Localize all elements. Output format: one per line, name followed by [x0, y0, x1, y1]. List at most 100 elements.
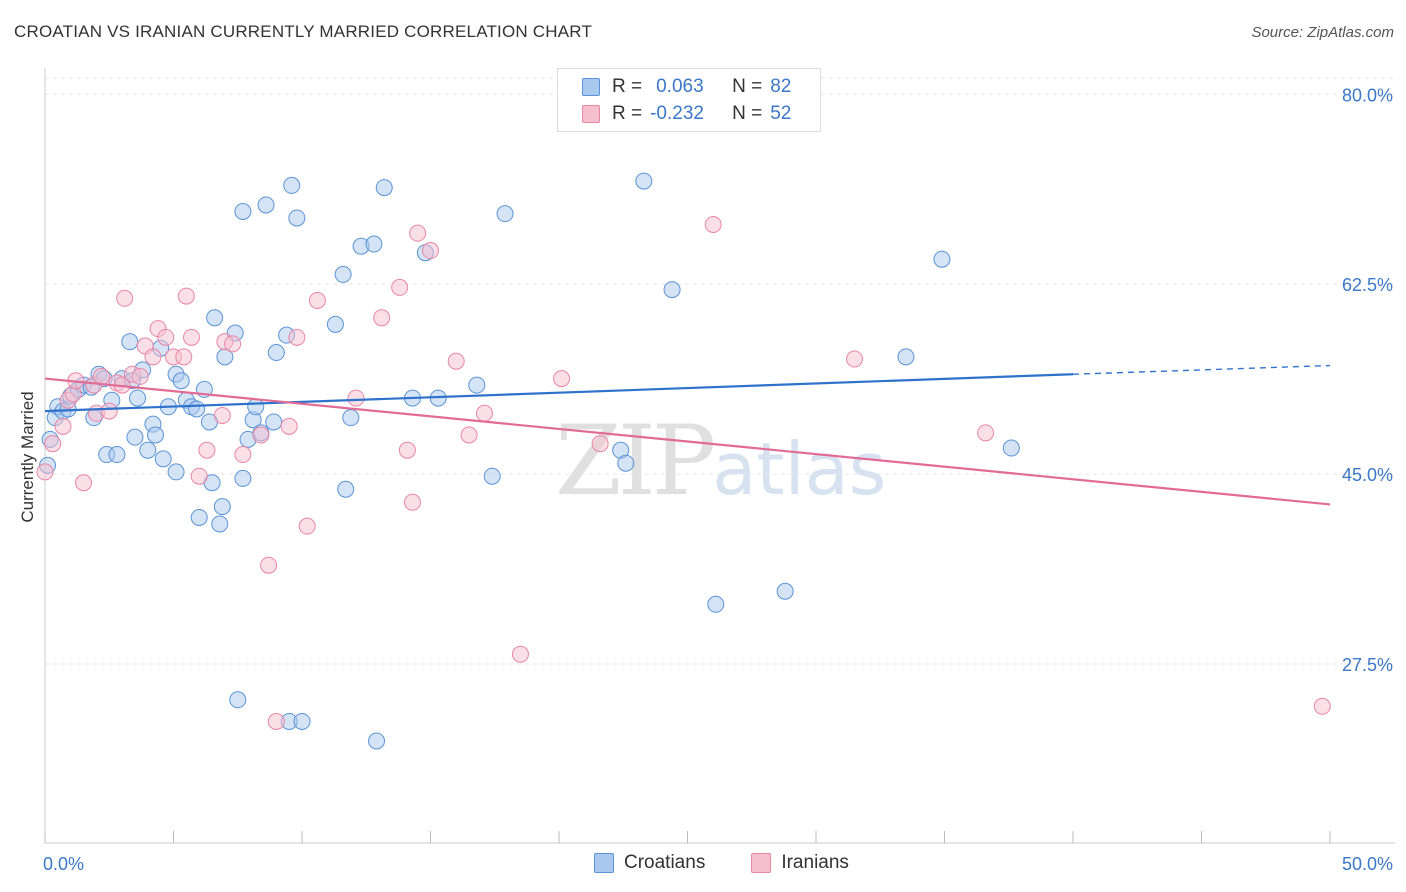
iranian-point — [75, 474, 93, 492]
tick-labels: 80.0% 62.5% 45.0% 27.5% 0.0% 50.0% — [43, 85, 1393, 874]
croatian-point — [288, 209, 306, 227]
iranians-r-value: -0.232 — [650, 103, 704, 124]
croatian-point — [1002, 439, 1020, 457]
axes — [44, 68, 1395, 844]
iranian-point — [422, 242, 439, 260]
iranians-legend-label: Iranians — [781, 852, 849, 873]
croatian-point — [663, 281, 681, 299]
watermark-atlas: atlas — [712, 427, 887, 511]
croatian-point — [121, 333, 139, 351]
series-legend: Croatians Iranians — [594, 852, 895, 874]
x-tick-label: 50.0% — [1342, 854, 1393, 874]
croatian-point — [334, 265, 352, 283]
iranian-point — [409, 224, 427, 242]
iranian-point — [36, 463, 54, 481]
iranian-point — [116, 289, 134, 307]
iranians-swatch — [582, 105, 600, 123]
r-label: R = — [612, 76, 643, 97]
croatians-swatch — [594, 853, 614, 873]
chart-title: CROATIAN VS IRANIAN CURRENTLY MARRIED CO… — [14, 22, 593, 41]
watermark-zip: ZIP — [555, 405, 716, 517]
croatian-point — [635, 172, 653, 190]
croatians-n-value: 82 — [770, 76, 792, 97]
iranian-point — [398, 441, 416, 459]
croatian-point — [326, 315, 344, 333]
iranian-point — [298, 517, 316, 535]
iranian-point — [404, 493, 422, 511]
iranian-point — [977, 424, 995, 442]
croatian-point — [108, 446, 126, 464]
iranian-point — [260, 556, 278, 574]
croatian-point — [496, 205, 514, 223]
watermark: ZIPatlas — [555, 405, 886, 517]
iranian-point — [100, 402, 118, 420]
x-tick-label: 0.0% — [43, 854, 84, 874]
iranian-point — [175, 348, 193, 366]
croatian-point — [365, 235, 383, 253]
croatian-point — [293, 712, 311, 730]
croatian-point — [933, 250, 951, 268]
croatian-point — [234, 202, 252, 220]
croatian-point — [213, 498, 231, 516]
iranian-point — [44, 435, 62, 453]
iranian-point — [846, 350, 864, 368]
croatian-point — [468, 376, 486, 394]
data-points — [36, 172, 1331, 750]
croatian-point — [342, 409, 360, 427]
source-label: Source: ZipAtlas.com — [1251, 24, 1394, 41]
iranian-point — [234, 446, 252, 464]
croatians-swatch — [582, 78, 600, 96]
croatian-point — [368, 732, 386, 750]
iranian-point — [198, 441, 216, 459]
n-label: N = — [732, 76, 763, 97]
iranian-point — [288, 328, 306, 346]
iranians-swatch — [751, 853, 772, 873]
iranian-point — [591, 435, 609, 453]
legend-row-iranians: R = -0.232 N = 52 — [582, 101, 791, 127]
r-label: R = — [612, 103, 643, 124]
croatian-point — [897, 348, 915, 366]
croatian-point — [211, 515, 229, 533]
iranian-point — [144, 348, 162, 366]
iranian-point — [93, 367, 111, 385]
croatian-point — [265, 413, 283, 431]
croatian-point — [337, 480, 355, 498]
iranian-point — [460, 426, 478, 444]
croatian-point — [188, 400, 206, 418]
croatian-point — [247, 398, 265, 416]
iranian-point — [224, 335, 242, 353]
iranian-point — [280, 417, 298, 435]
iranian-point — [475, 404, 493, 422]
croatian-point — [234, 469, 252, 487]
croatians-r-value: 0.063 — [656, 76, 704, 97]
iranian-point — [131, 367, 149, 385]
iranians-n-value: 52 — [770, 103, 792, 124]
iranian-point — [157, 328, 175, 346]
y-tick-label: 62.5% — [1342, 275, 1393, 295]
croatian-point — [190, 508, 208, 526]
croatian-point — [206, 309, 224, 327]
croatian-point — [375, 179, 393, 197]
croatian-trend-extension — [1072, 364, 1331, 375]
croatian-point — [154, 450, 172, 468]
croatian-point — [617, 454, 635, 472]
iranian-point — [704, 215, 722, 233]
croatian-trend-line — [44, 373, 1074, 413]
iranian-point — [447, 352, 465, 370]
legend-row-croatians: R = 0.063 N = 82 — [582, 74, 791, 100]
iranian-point — [177, 287, 195, 305]
croatian-point — [283, 176, 301, 194]
croatian-point — [776, 582, 794, 600]
croatian-point — [267, 344, 285, 362]
croatian-point — [139, 441, 157, 459]
iranian-point — [391, 278, 409, 296]
iranian-point — [1313, 697, 1331, 715]
croatian-point — [147, 426, 165, 444]
iranian-point — [182, 328, 200, 346]
iranian-point — [54, 417, 72, 435]
croatian-point — [229, 691, 247, 709]
legend-item-iranians: Iranians — [751, 852, 849, 874]
iranian-point — [213, 406, 231, 424]
iranian-point — [347, 389, 365, 407]
croatian-point — [707, 595, 725, 613]
